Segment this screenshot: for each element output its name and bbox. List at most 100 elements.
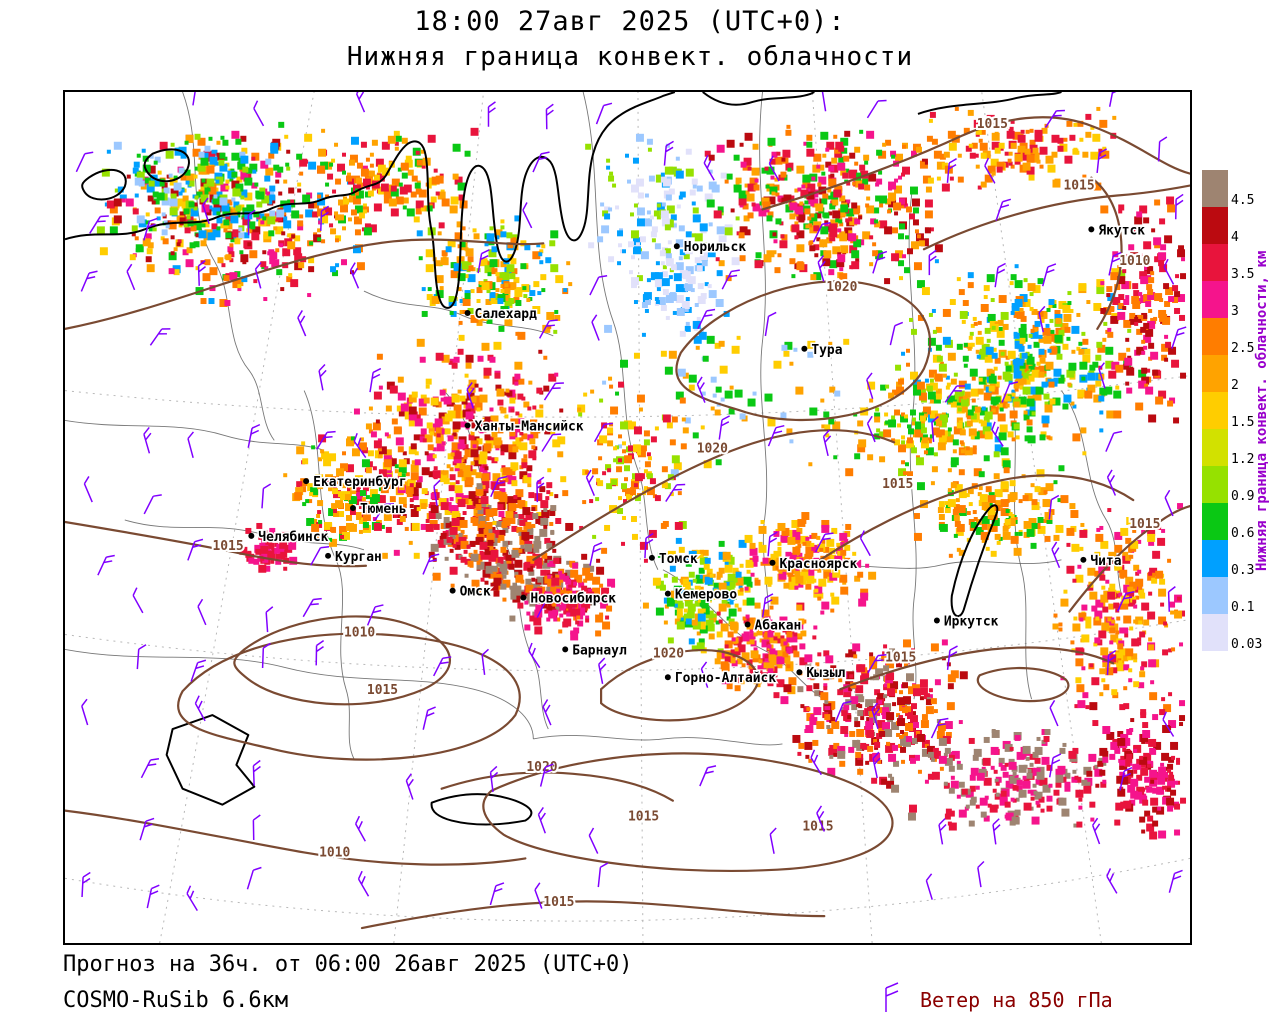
wind-barb [663,140,674,166]
model-info: COSMO-RuSib 6.6км [63,988,289,1013]
wind-barb [315,640,325,666]
wind-barb [992,818,1001,845]
colorbar-segment [1202,503,1228,540]
wind-barb [538,319,558,339]
wind-barb [541,433,562,452]
wind-barb [190,659,207,682]
city-label: Норильск [684,240,747,255]
wind-barb [1167,586,1176,612]
city-dot [933,617,940,624]
wind-barb [1001,381,1019,403]
wind-barb [930,717,949,739]
city-label: Ханты-Мансийск [475,419,584,434]
wind-barb [310,546,330,566]
city-label: Абакан [755,618,802,633]
wind-barb [1163,258,1175,285]
wind-barb [261,483,272,509]
wind-barb [536,476,545,503]
wind-barb [487,101,496,127]
colorbar-tick: 0.6 [1231,526,1255,541]
wind-barb [477,249,490,274]
wind-barb [265,606,274,633]
wind-barb [866,372,874,399]
colorbar-tick: 0.03 [1231,637,1263,652]
city-label: Чита [1090,554,1121,569]
isobar-label: 1015 [1129,517,1160,532]
city-dot [1080,556,1087,563]
wind-barb [433,479,441,507]
wind-barb [1106,649,1117,676]
wind-barb [1096,148,1108,173]
wind-barb [136,644,147,670]
wind-barb [872,751,881,779]
wind-barb [97,554,115,576]
city-dot [349,505,356,512]
wind-barb [481,648,490,675]
wind-barb [187,538,204,561]
city-label: Горно-Алтайск [675,671,777,686]
wind-barb [139,817,155,841]
wind-barb [810,749,822,776]
city-dot [248,532,255,539]
wind-barb [1157,136,1168,162]
city-label: Барнаул [572,643,627,658]
colorbar-segment [1202,244,1228,281]
wind-barb [821,92,830,112]
wind-barb [490,475,508,498]
isobar-label: 1015 [802,820,833,835]
wind-barb [537,807,546,834]
wind-barb [944,385,966,403]
isobar-label: 1015 [367,683,398,698]
wind-barb [721,269,740,290]
forecast-info: Прогноз на 36ч. от 06:00 26авг 2025 (UTC… [63,952,633,977]
wind-barb [588,827,599,854]
wind-barb [697,308,716,330]
isobar-label: 1020 [653,646,684,661]
wind-barb [194,695,206,722]
wind-barbs [75,92,1187,912]
city-dot [303,478,310,485]
isobar-label: 1015 [628,810,659,825]
wind-barb [246,866,262,890]
wind-barb [197,598,207,626]
city-markers: Норильск Якутск Салехард Тура Ханты-Мансийск… [248,222,1147,688]
wind-barb [700,661,709,688]
wind-barb [369,367,382,393]
wind-barb [812,222,831,243]
wind-barb [187,431,195,458]
map-datetime-title: 18:00 27авг 2025 (UTC+0): [414,6,846,37]
city-label: Томск [659,552,698,567]
wind-barb [1108,92,1122,107]
wind-barb [589,274,608,296]
wind-barb [545,103,554,130]
wind-barb [977,860,985,888]
wind-barb [89,215,109,234]
colorbar-segment [1202,392,1228,429]
coastlines [65,92,1062,826]
city-dot [648,554,655,561]
wind-barb [355,92,366,113]
wind-barb [1098,362,1106,389]
wind-barb [593,422,613,443]
isobar-contours [65,116,1190,930]
city-label: Кызыл [806,666,845,681]
wind-barb [534,882,543,909]
isobar-label: 1015 [882,477,913,492]
wind-barb [1092,817,1101,845]
wind-barb [1038,305,1046,333]
city-dot [744,621,751,628]
wind-barb [373,503,395,522]
wind-barb [834,700,852,723]
wind-barb [768,155,780,182]
wind-barb [1106,469,1117,496]
wind-barb [1119,766,1133,791]
wind-barb [1105,430,1123,452]
wind-barb [991,421,1004,447]
isobar-labels: 1015 1015 1010 1020 1020 1015 1015 1015 1010 1015… [210,115,1162,912]
wind-barb [718,415,730,440]
city-dot [664,674,671,681]
wind-barb [536,597,555,618]
wind-barb [1048,753,1062,778]
colorbar-segment [1202,540,1228,577]
colorbar-axis-label: Нижняя граница конвект. облачности, км [1254,250,1270,571]
